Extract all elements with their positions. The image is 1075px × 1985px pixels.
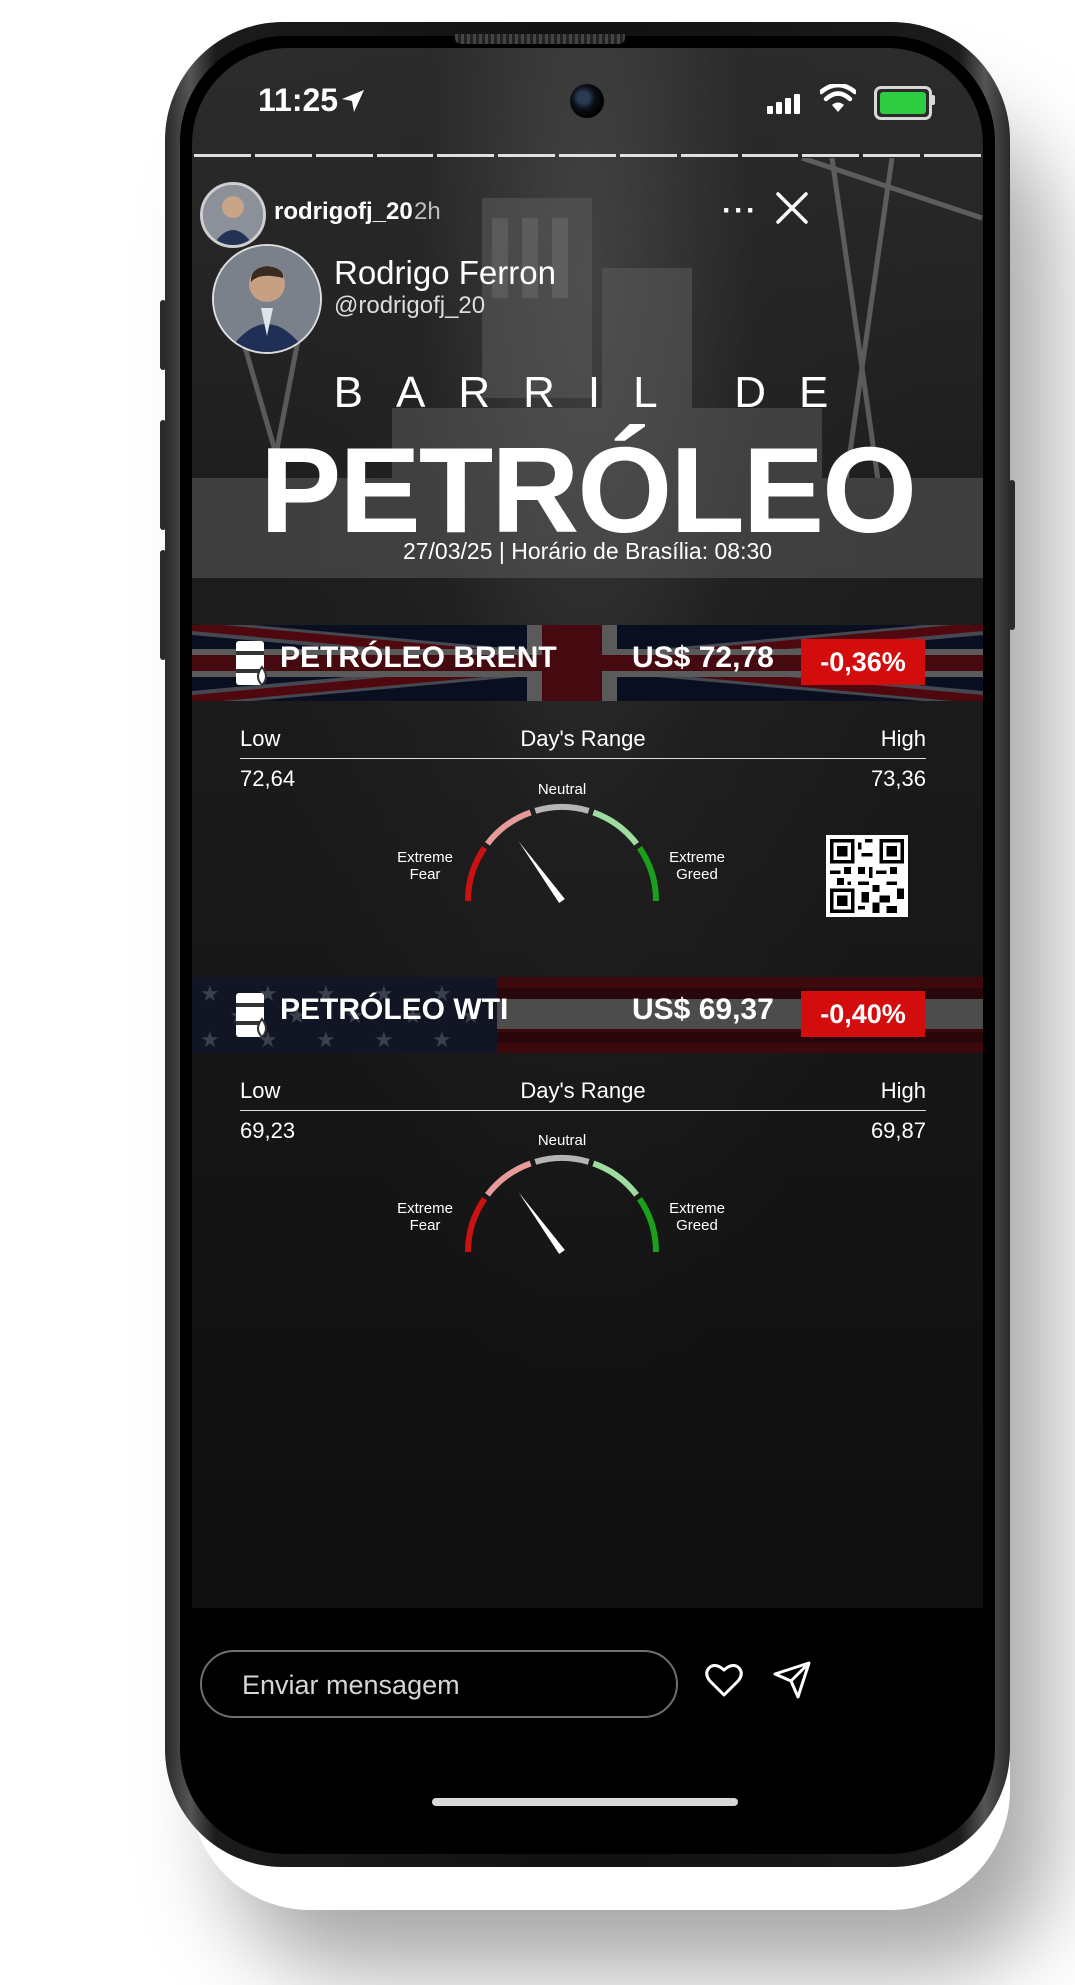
gauge-high-arc <box>592 809 639 846</box>
author-photo <box>212 244 322 354</box>
range-low-value: 69,23 <box>240 1118 296 1143</box>
svg-text:★: ★ <box>374 982 394 1007</box>
author-name: Rodrigo Ferron <box>334 254 556 291</box>
gauge-greed-arc <box>636 846 659 902</box>
range-high-label: High <box>880 1078 926 1103</box>
gauge-neutral-arc <box>534 804 590 814</box>
gauge-high-arc <box>592 1160 639 1197</box>
phone-screen: rodrigofj_20 2h ··· Rodrigo Ferron @rodr… <box>192 48 983 1841</box>
reply-bar <box>192 1608 983 1841</box>
range-high-label: High <box>880 726 926 751</box>
svg-text:★: ★ <box>345 1004 365 1029</box>
svg-text:★: ★ <box>287 1004 307 1029</box>
heart-icon[interactable] <box>704 1660 744 1700</box>
close-icon[interactable] <box>772 188 812 228</box>
uk-flag-background <box>192 625 983 701</box>
svg-text:★: ★ <box>200 1028 220 1053</box>
author-handle: @rodrigofj_20 <box>334 292 486 319</box>
wti-price: US$ 69,37 <box>632 993 774 1026</box>
us-flag-background: ★★★★★ ★★★★★ ★★★★★ <box>192 977 983 1053</box>
status-bar: 11:25 <box>192 48 983 158</box>
oil-barrel-icon <box>236 993 267 1039</box>
wti-sentiment-gauge: Neutral Extreme Fear Extreme Greed <box>392 1132 732 1272</box>
svg-text:★: ★ <box>432 1028 452 1053</box>
message-input[interactable]: Enviar mensagem <box>200 1650 678 1718</box>
range-low-value: 72,64 <box>240 766 296 791</box>
message-placeholder: Enviar mensagem <box>242 1670 460 1700</box>
svg-text:★: ★ <box>432 982 452 1007</box>
qr-code[interactable] <box>826 835 908 917</box>
front-camera <box>570 84 604 118</box>
background-scene <box>192 158 983 578</box>
location-arrow-icon <box>342 90 364 112</box>
gauge-neutral-label: Neutral <box>537 781 587 798</box>
gauge-greed-arc <box>636 1197 659 1253</box>
wti-change-badge: -0,40% <box>801 991 925 1037</box>
svg-text:★: ★ <box>374 1028 394 1053</box>
wti-banner: ★★★★★ ★★★★★ ★★★★★ PETRÓLEO WTI US$ 69,37… <box>192 977 983 1053</box>
gauge-fear-label: Extreme Fear <box>397 849 453 883</box>
battery-icon <box>874 86 932 120</box>
avatar[interactable] <box>200 182 266 248</box>
gauge-low-arc <box>485 1160 532 1197</box>
svg-text:★: ★ <box>461 1004 481 1029</box>
brent-sentiment-gauge: Neutral Extreme Fear Extreme Greed <box>392 781 732 921</box>
gauge-needle <box>518 1192 565 1255</box>
signal-icon <box>767 90 803 114</box>
gauge-neutral-label: Neutral <box>537 1132 587 1149</box>
brent-banner: PETRÓLEO BRENT US$ 72,78 -0,36% <box>192 625 983 701</box>
story-header: rodrigofj_20 2h ··· <box>192 180 983 250</box>
wifi-icon <box>820 84 856 112</box>
range-high-value: 69,87 <box>870 1118 926 1143</box>
brent-price: US$ 72,78 <box>632 641 774 674</box>
title-sub: BARRIL DE <box>333 368 862 417</box>
story-progress <box>192 154 983 160</box>
gauge-neutral-arc <box>534 1155 590 1165</box>
svg-text:★: ★ <box>316 982 336 1007</box>
story-post-time: 2h <box>414 198 441 225</box>
brent-label: PETRÓLEO BRENT <box>280 641 557 674</box>
range-title: Day's Range <box>520 1078 646 1103</box>
oil-barrel-icon <box>236 641 267 687</box>
brent-change-badge: -0,36% <box>801 639 925 685</box>
date-line: 27/03/25 | Horário de Brasília: 08:30 <box>402 538 773 564</box>
svg-text:★: ★ <box>403 1004 423 1029</box>
home-indicator[interactable] <box>432 1798 738 1806</box>
send-icon[interactable] <box>772 1660 812 1700</box>
more-horizontal-icon[interactable]: ··· <box>722 194 758 227</box>
gauge-needle <box>518 841 565 904</box>
svg-text:★: ★ <box>316 1028 336 1053</box>
page-title: PETRÓLEO <box>259 422 917 558</box>
range-title: Day's Range <box>520 726 646 751</box>
status-time: 11:25 <box>258 82 339 118</box>
gauge-greed-label: Extreme Greed <box>669 849 725 883</box>
gauge-low-arc <box>485 809 532 846</box>
svg-text:★: ★ <box>200 982 220 1007</box>
gauge-greed-label: Extreme Greed <box>669 1200 725 1234</box>
range-low-label: Low <box>240 726 281 751</box>
gauge-fear-label: Extreme Fear <box>397 1200 453 1234</box>
story-content: rodrigofj_20 2h ··· Rodrigo Ferron @rodr… <box>192 48 983 1608</box>
story-username[interactable]: rodrigofj_20 <box>274 198 413 225</box>
gauge-fear-arc <box>465 846 488 902</box>
gauge-fear-arc <box>465 1197 488 1253</box>
range-low-label: Low <box>240 1078 281 1103</box>
range-high-value: 73,36 <box>870 766 926 791</box>
wti-label: PETRÓLEO WTI <box>280 993 509 1026</box>
